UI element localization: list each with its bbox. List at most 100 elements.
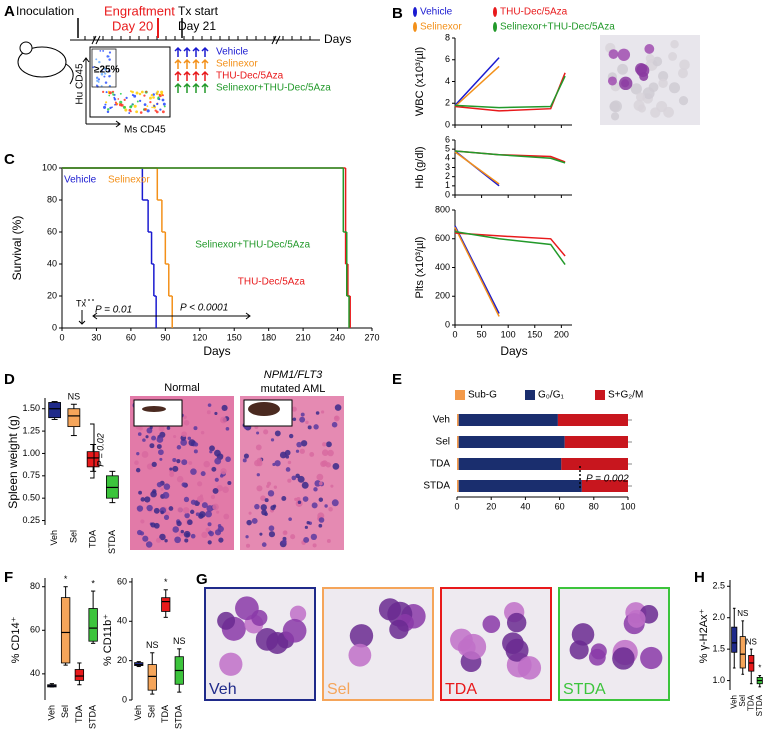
cell [183, 420, 190, 426]
cell [161, 98, 165, 102]
y-tick-label: 0.25 [22, 515, 40, 525]
category-label: STDA [88, 705, 98, 729]
x-tick-label: 80 [589, 501, 599, 511]
cell [161, 94, 164, 97]
cell [607, 76, 617, 86]
cell [142, 438, 146, 442]
cell [144, 496, 151, 503]
cell [160, 510, 164, 515]
cell [296, 497, 301, 502]
y-tick-label: 0 [122, 694, 127, 704]
y-tick-label: 60 [117, 576, 127, 586]
cell [505, 638, 529, 662]
cell [143, 94, 146, 97]
cell [635, 92, 646, 102]
cell [220, 416, 227, 424]
cell [313, 487, 318, 492]
flow-plot [89, 46, 171, 118]
cell [137, 432, 142, 436]
bar-segment [457, 414, 459, 426]
y-tick-label: 80 [30, 581, 40, 591]
cell [256, 431, 260, 435]
cell [168, 506, 174, 511]
cell [290, 534, 296, 540]
cell [187, 436, 192, 441]
cell [209, 450, 213, 454]
category-label: TDA [746, 694, 755, 711]
cell [96, 77, 99, 80]
cell [679, 59, 690, 71]
cell [254, 503, 260, 510]
cell [135, 110, 139, 114]
cell [619, 76, 633, 91]
bar-segment [561, 458, 628, 470]
cell [309, 452, 315, 457]
cell [208, 530, 214, 537]
cell [305, 420, 309, 425]
cell [100, 85, 103, 88]
cell [251, 518, 258, 524]
cell [306, 521, 310, 525]
axis-arrows [82, 57, 121, 128]
cell [163, 105, 166, 108]
cell [159, 108, 162, 111]
legend-label: S+G₂/M [608, 390, 643, 401]
cell [159, 533, 166, 541]
label: NPM1/FLT3 [264, 369, 323, 381]
y-tick-label: 8 [445, 32, 450, 42]
cell [282, 530, 288, 536]
cell [212, 503, 219, 511]
cell [146, 109, 150, 113]
cell [190, 509, 195, 515]
cell [176, 475, 184, 483]
box [67, 408, 81, 428]
cell [120, 103, 124, 107]
cell [260, 504, 267, 511]
cell [199, 511, 206, 518]
cell [315, 411, 320, 415]
cell [140, 90, 144, 94]
cell [143, 108, 147, 111]
cell [158, 93, 161, 96]
cell [156, 481, 163, 488]
category-label: Veh [49, 530, 59, 546]
y-axis-title: Spleen weight (g) [6, 415, 20, 508]
cell [92, 66, 95, 69]
cell [630, 83, 642, 95]
y-tick-label: 80 [47, 194, 57, 204]
y-tick-label: 100 [42, 162, 57, 172]
cell [150, 522, 156, 528]
category-label: Veh [46, 705, 56, 721]
cell [299, 416, 306, 423]
tx-arrow-small [174, 46, 182, 57]
panel-letter: G [196, 571, 208, 588]
cell [135, 91, 139, 95]
cell [97, 78, 101, 81]
cell [289, 433, 294, 439]
tx-arrow-small [201, 70, 209, 81]
cell [108, 58, 111, 61]
cell [187, 519, 193, 526]
category-label: STDA [755, 694, 764, 716]
cell [149, 100, 152, 104]
cell [172, 465, 179, 472]
cell [194, 442, 199, 447]
series-label: Selinexor+THU-Dec/5Aza [195, 240, 310, 251]
cell [152, 489, 157, 494]
cell [146, 105, 149, 108]
cell [98, 60, 101, 64]
cell [216, 510, 220, 514]
cell [658, 78, 668, 89]
cell [174, 536, 181, 544]
cell [248, 511, 252, 515]
cell [330, 484, 334, 488]
cell [183, 415, 187, 419]
category-label: STDA [107, 530, 117, 554]
y-tick-label: 2.0 [712, 612, 725, 622]
cell [135, 467, 141, 473]
x-tick-label: 270 [364, 332, 379, 342]
tx-arrow-small [192, 58, 200, 69]
label: Day 21 [178, 19, 216, 33]
legend-marker [493, 22, 497, 32]
cell [180, 529, 184, 534]
